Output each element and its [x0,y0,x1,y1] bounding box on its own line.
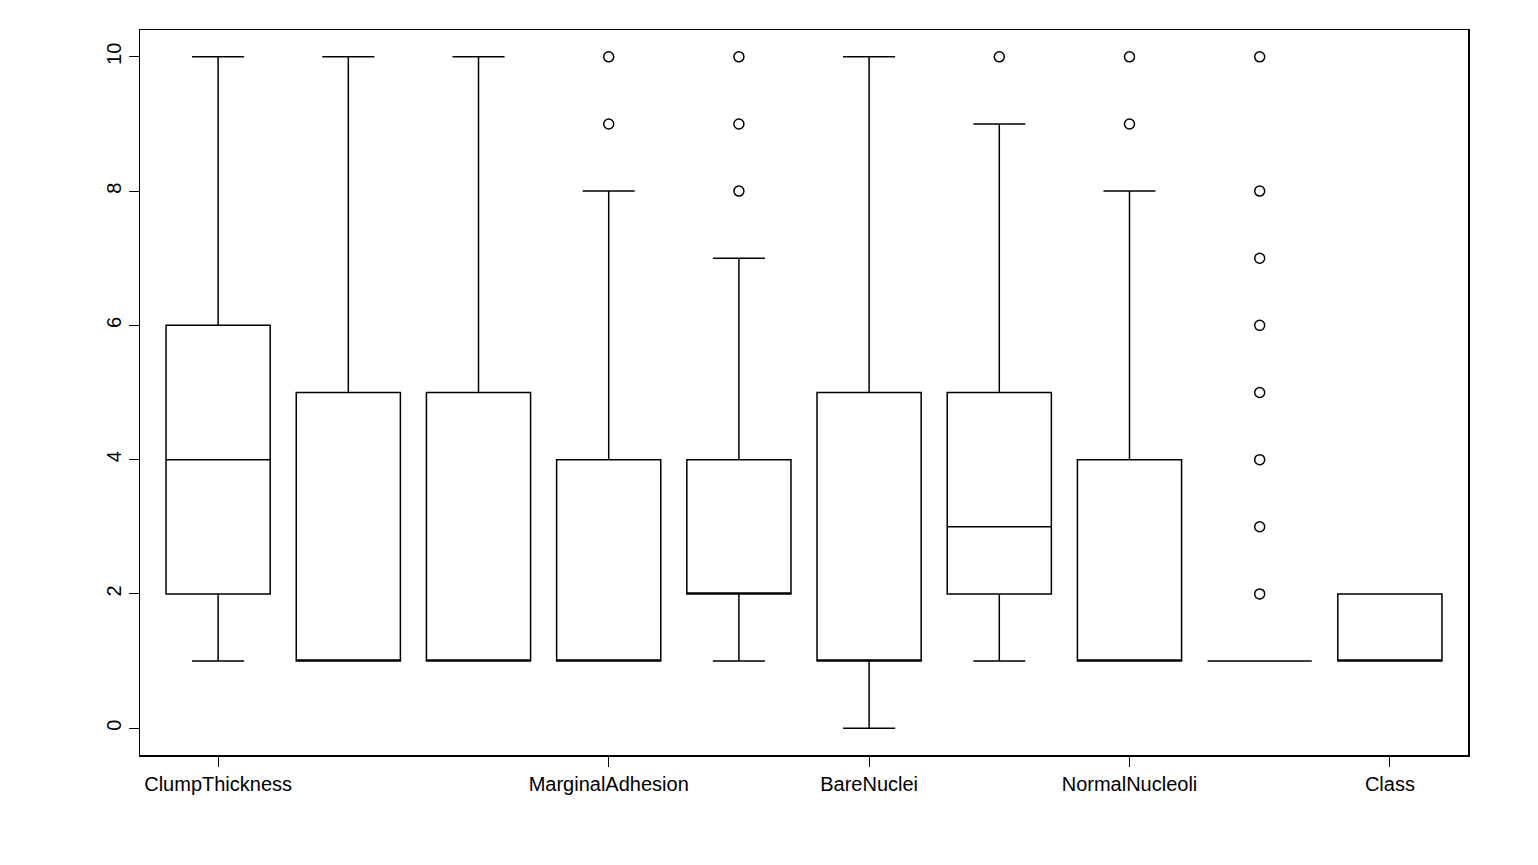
svg-text:4: 4 [103,451,125,462]
svg-text:6: 6 [103,317,125,328]
svg-text:0: 0 [103,720,125,731]
svg-text:ClumpThickness: ClumpThickness [144,773,292,795]
svg-text:10: 10 [103,43,125,65]
svg-text:Class: Class [1365,773,1415,795]
svg-text:2: 2 [103,585,125,596]
svg-text:MarginalAdhesion: MarginalAdhesion [529,773,689,795]
svg-text:BareNuclei: BareNuclei [820,773,918,795]
svg-text:NormalNucleoli: NormalNucleoli [1062,773,1198,795]
svg-text:8: 8 [103,183,125,194]
